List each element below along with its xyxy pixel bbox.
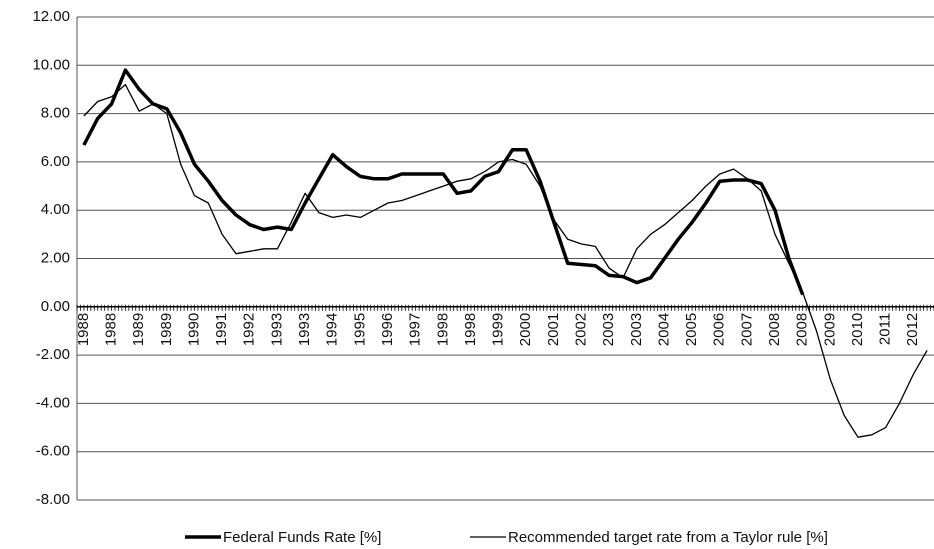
x-tick-label: 1992 [241, 313, 258, 346]
x-tick-label: 1989 [158, 313, 175, 346]
x-tick-label: 2003 [628, 313, 645, 346]
x-tick-label: 2010 [849, 313, 866, 346]
x-tick-label: 2002 [572, 313, 589, 346]
x-tick-label: 1988 [103, 313, 120, 346]
x-tick-label: 1997 [407, 313, 424, 346]
x-tick-label: 1999 [490, 313, 507, 346]
y-tick-label: 4.00 [41, 201, 70, 218]
y-tick-label: 2.00 [41, 249, 70, 266]
y-tick-label: -8.00 [36, 491, 70, 508]
x-tick-label: 2011 [877, 313, 894, 345]
x-tick-label: 2004 [655, 313, 672, 346]
x-tick-label: 1988 [75, 313, 92, 346]
series-line [82, 68, 805, 296]
x-tick-label: 2008 [794, 313, 811, 346]
y-tick-label: -4.00 [36, 394, 70, 411]
x-tick-label: 1990 [185, 313, 202, 346]
y-tick-label: 8.00 [41, 105, 70, 122]
x-tick-label: 2001 [545, 313, 562, 346]
x-tick-label: 2012 [904, 313, 921, 346]
x-tick-label: 2007 [738, 313, 755, 346]
x-tick-label: 1989 [130, 313, 147, 346]
x-tick-label: 2008 [766, 313, 783, 346]
x-tick-label: 2003 [600, 313, 617, 346]
x-tick-label: 1993 [268, 313, 285, 346]
x-tick-label: 1998 [462, 313, 479, 346]
x-tick-label: 2009 [821, 313, 838, 346]
x-tick-label: 1996 [379, 313, 396, 346]
y-tick-label: 10.00 [32, 56, 70, 73]
x-tick-label: 2000 [517, 313, 534, 346]
x-tick-label: 2005 [683, 313, 700, 346]
x-tick-label: 1991 [213, 313, 230, 346]
x-tick-label: 1994 [324, 313, 341, 346]
y-tick-label: 0.00 [41, 298, 70, 315]
series-line [83, 83, 928, 438]
y-tick-label: -6.00 [36, 443, 70, 460]
legend-label: Federal Funds Rate [%] [223, 529, 381, 546]
y-tick-label: -2.00 [36, 346, 70, 363]
x-tick-label: 2006 [711, 313, 728, 346]
y-tick-label: 6.00 [41, 153, 70, 170]
x-tick-label: 1998 [434, 313, 451, 346]
legend-label: Recommended target rate from a Taylor ru… [508, 529, 828, 546]
x-tick-label: 1993 [296, 313, 313, 346]
y-tick-label: 12.00 [32, 8, 70, 25]
x-tick-label: 1995 [351, 313, 368, 346]
